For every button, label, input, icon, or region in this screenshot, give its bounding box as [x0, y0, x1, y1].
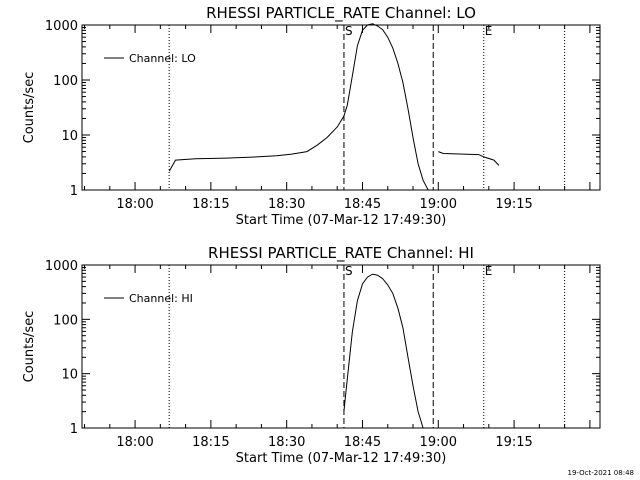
y-tick-label: 1000: [45, 259, 78, 274]
x-tick-label: 18:00: [116, 197, 153, 212]
x-tick-label: 18:30: [268, 435, 305, 450]
marker-label-s: S: [345, 264, 353, 278]
plot-frame: [81, 24, 601, 191]
marker-label-e: E: [485, 264, 493, 278]
x-tick-label: 19:00: [420, 435, 457, 450]
y-tick-label: 1: [70, 422, 78, 437]
x-tick-label: 18:15: [192, 435, 229, 450]
x-tick-label: 18:00: [116, 435, 153, 450]
chart-panel-hi: RHESSI PARTICLE_RATE Channel: HI Start Ti…: [22, 244, 601, 466]
plot-frame: [81, 264, 601, 429]
y-axis-label: Counts/sec: [22, 311, 37, 383]
footer-timestamp: 19-Oct-2021 08:48: [567, 469, 634, 477]
x-tick-label: 18:15: [192, 197, 229, 212]
marker-label-e: E: [485, 24, 493, 38]
x-tick-label: 19:15: [495, 435, 532, 450]
y-tick-label: 100: [53, 74, 78, 89]
x-tick-label: 18:45: [344, 435, 381, 450]
x-tick-label: 18:45: [344, 197, 381, 212]
chart-title: RHESSI PARTICLE_RATE Channel: HI: [208, 244, 474, 263]
x-axis-label: Start Time (07-Mar-12 17:49:30): [236, 213, 447, 228]
marker-label-s: S: [345, 24, 353, 38]
legend-entry: Channel: LO: [129, 52, 196, 65]
series-line-lo-0: [168, 23, 429, 191]
series-line-hi-0: [343, 273, 424, 429]
series-line-lo-1: [438, 151, 500, 166]
y-tick-label: 1000: [45, 19, 78, 34]
x-tick-label: 19:00: [420, 197, 457, 212]
x-tick-label: 18:30: [268, 197, 305, 212]
y-tick-label: 10: [61, 368, 78, 383]
y-tick-label: 10: [61, 129, 78, 144]
y-tick-label: 100: [53, 313, 78, 328]
chart-panel-lo: RHESSI PARTICLE_RATE Channel: LO Start Ti…: [22, 4, 601, 228]
y-tick-label: 1: [70, 184, 78, 199]
x-axis-label: Start Time (07-Mar-12 17:49:30): [236, 451, 447, 466]
legend-entry: Channel: HI: [129, 292, 193, 305]
y-axis-label: Counts/sec: [22, 72, 37, 144]
x-tick-label: 19:15: [495, 197, 532, 212]
chart-title: RHESSI PARTICLE_RATE Channel: LO: [206, 4, 476, 23]
